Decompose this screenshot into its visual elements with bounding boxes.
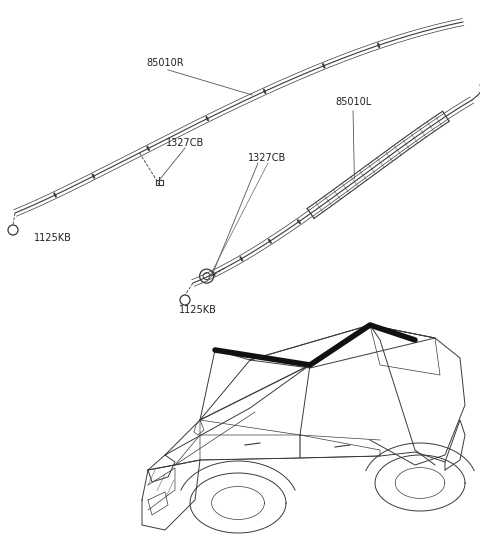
Text: 85010L: 85010L [335, 97, 371, 107]
Text: 1327CB: 1327CB [248, 153, 286, 163]
Text: 1125KB: 1125KB [179, 305, 217, 315]
Text: 1327CB: 1327CB [166, 138, 204, 148]
Text: 85010R: 85010R [146, 58, 184, 68]
Text: 1125KB: 1125KB [34, 233, 72, 243]
